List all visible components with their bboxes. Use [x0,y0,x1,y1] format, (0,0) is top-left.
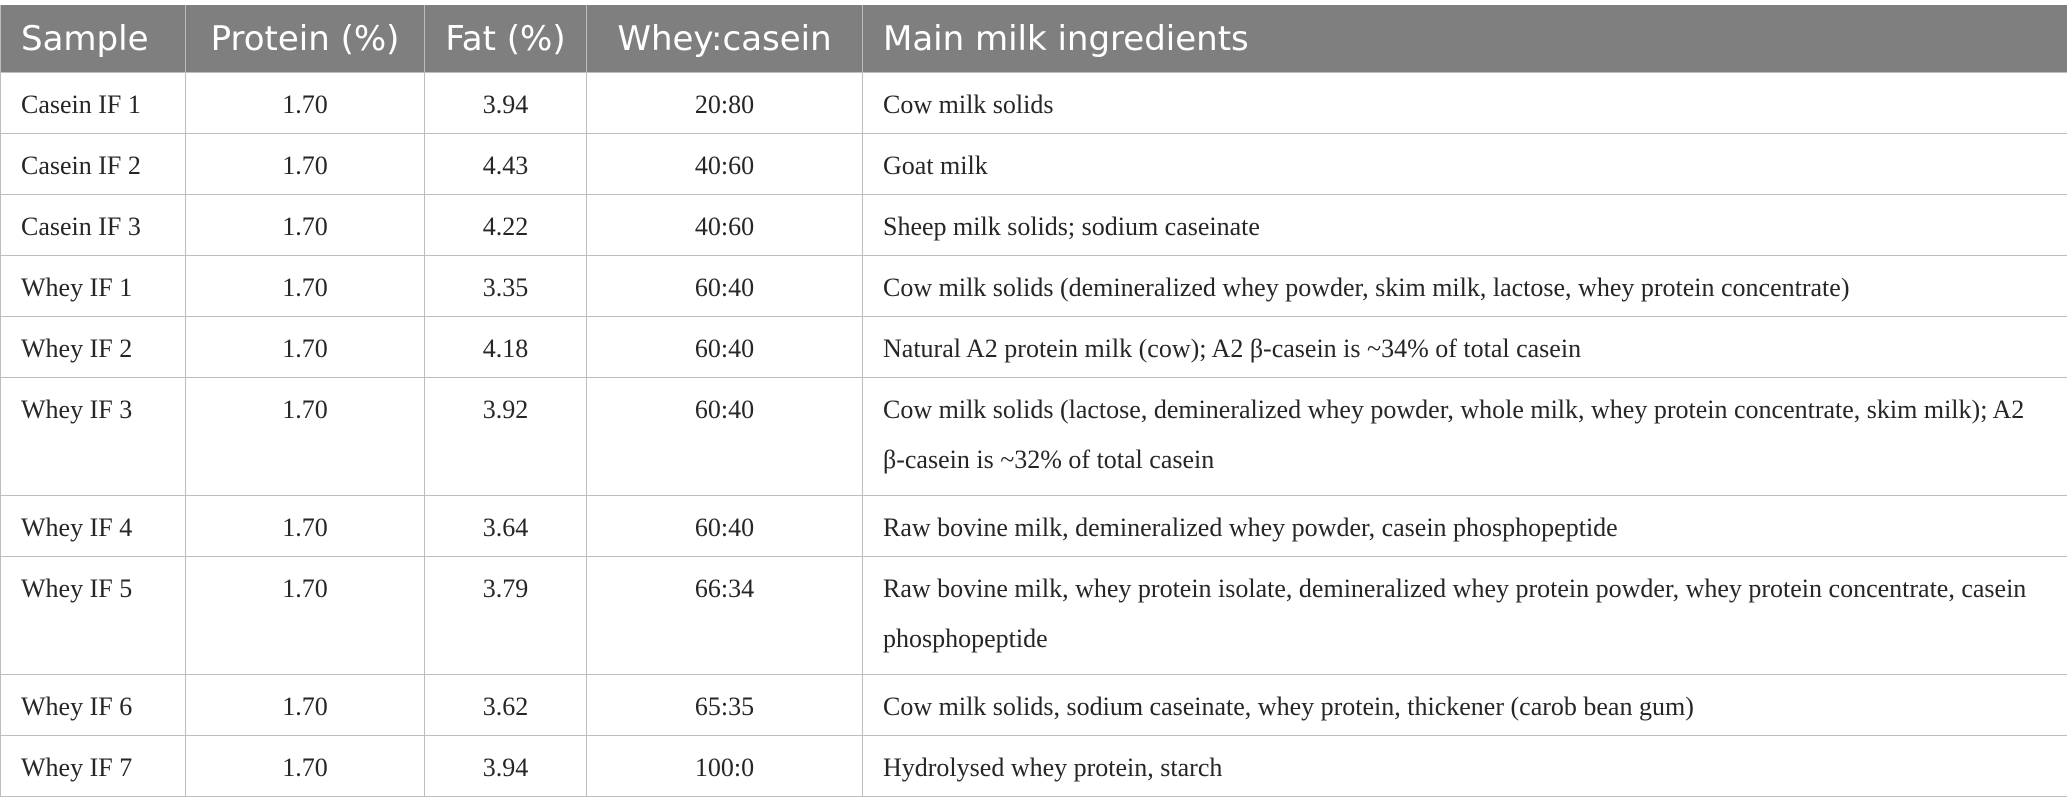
cell-sample: Whey IF 1 [0,255,186,317]
cell-ingredients: Hydrolysed whey protein, starch [862,735,2067,797]
cell-sample: Whey IF 6 [0,674,186,736]
cell-ingredients: Cow milk solids, sodium caseinate, whey … [862,674,2067,736]
cell-protein: 1.70 [185,735,425,797]
header-ingredients: Main milk ingredients [862,5,2067,73]
cell-protein: 1.70 [185,194,425,256]
table-row: Whey IF 6 1.70 3.62 65:35 Cow milk solid… [0,674,2067,736]
cell-ratio: 40:60 [586,133,863,195]
cell-fat: 3.79 [424,556,587,675]
cell-ingredients: Raw bovine milk, whey protein isolate, d… [862,556,2067,675]
cell-sample: Casein IF 3 [0,194,186,256]
header-whey-casein: Whey:casein [586,5,863,73]
cell-ingredients: Sheep milk solids; sodium caseinate [862,194,2067,256]
cell-ratio: 60:40 [586,255,863,317]
header-fat: Fat (%) [424,5,587,73]
cell-fat: 3.92 [424,377,587,496]
cell-sample: Casein IF 1 [0,72,186,134]
cell-sample: Whey IF 3 [0,377,186,496]
cell-protein: 1.70 [185,495,425,557]
cell-ingredients: Natural A2 protein milk (cow); A2 β-case… [862,316,2067,378]
table-row: Casein IF 1 1.70 3.94 20:80 Cow milk sol… [0,72,2067,134]
cell-protein: 1.70 [185,255,425,317]
cell-protein: 1.70 [185,72,425,134]
cell-ingredients: Cow milk solids (lactose, demineralized … [862,377,2067,496]
cell-ratio: 100:0 [586,735,863,797]
cell-protein: 1.70 [185,377,425,496]
table-row: Casein IF 2 1.70 4.43 40:60 Goat milk [0,133,2067,195]
cell-fat: 3.62 [424,674,587,736]
cell-sample: Casein IF 2 [0,133,186,195]
table-row: Whey IF 2 1.70 4.18 60:40 Natural A2 pro… [0,316,2067,378]
cell-ratio: 20:80 [586,72,863,134]
infant-formula-table: Sample Protein (%) Fat (%) Whey:casein M… [0,5,2067,797]
cell-ratio: 60:40 [586,316,863,378]
cell-ratio: 65:35 [586,674,863,736]
cell-fat: 3.94 [424,735,587,797]
header-row: Sample Protein (%) Fat (%) Whey:casein M… [0,5,2067,73]
cell-fat: 3.64 [424,495,587,557]
cell-ratio: 60:40 [586,377,863,496]
cell-fat: 3.94 [424,72,587,134]
cell-ratio: 66:34 [586,556,863,675]
cell-fat: 4.22 [424,194,587,256]
table-row: Whey IF 7 1.70 3.94 100:0 Hydrolysed whe… [0,735,2067,797]
table-row: Whey IF 5 1.70 3.79 66:34 Raw bovine mil… [0,556,2067,675]
cell-protein: 1.70 [185,556,425,675]
cell-fat: 4.43 [424,133,587,195]
cell-protein: 1.70 [185,133,425,195]
header-sample: Sample [0,5,186,73]
cell-protein: 1.70 [185,316,425,378]
table-row: Casein IF 3 1.70 4.22 40:60 Sheep milk s… [0,194,2067,256]
cell-sample: Whey IF 2 [0,316,186,378]
cell-ingredients: Raw bovine milk, demineralized whey powd… [862,495,2067,557]
cell-ingredients: Cow milk solids [862,72,2067,134]
cell-sample: Whey IF 7 [0,735,186,797]
table-row: Whey IF 1 1.70 3.35 60:40 Cow milk solid… [0,255,2067,317]
cell-ingredients: Cow milk solids (demineralized whey powd… [862,255,2067,317]
header-protein: Protein (%) [185,5,425,73]
cell-sample: Whey IF 5 [0,556,186,675]
cell-fat: 3.35 [424,255,587,317]
cell-protein: 1.70 [185,674,425,736]
cell-sample: Whey IF 4 [0,495,186,557]
table-row: Whey IF 4 1.70 3.64 60:40 Raw bovine mil… [0,495,2067,557]
cell-ratio: 40:60 [586,194,863,256]
cell-ratio: 60:40 [586,495,863,557]
cell-ingredients: Goat milk [862,133,2067,195]
cell-fat: 4.18 [424,316,587,378]
table-row: Whey IF 3 1.70 3.92 60:40 Cow milk solid… [0,377,2067,496]
